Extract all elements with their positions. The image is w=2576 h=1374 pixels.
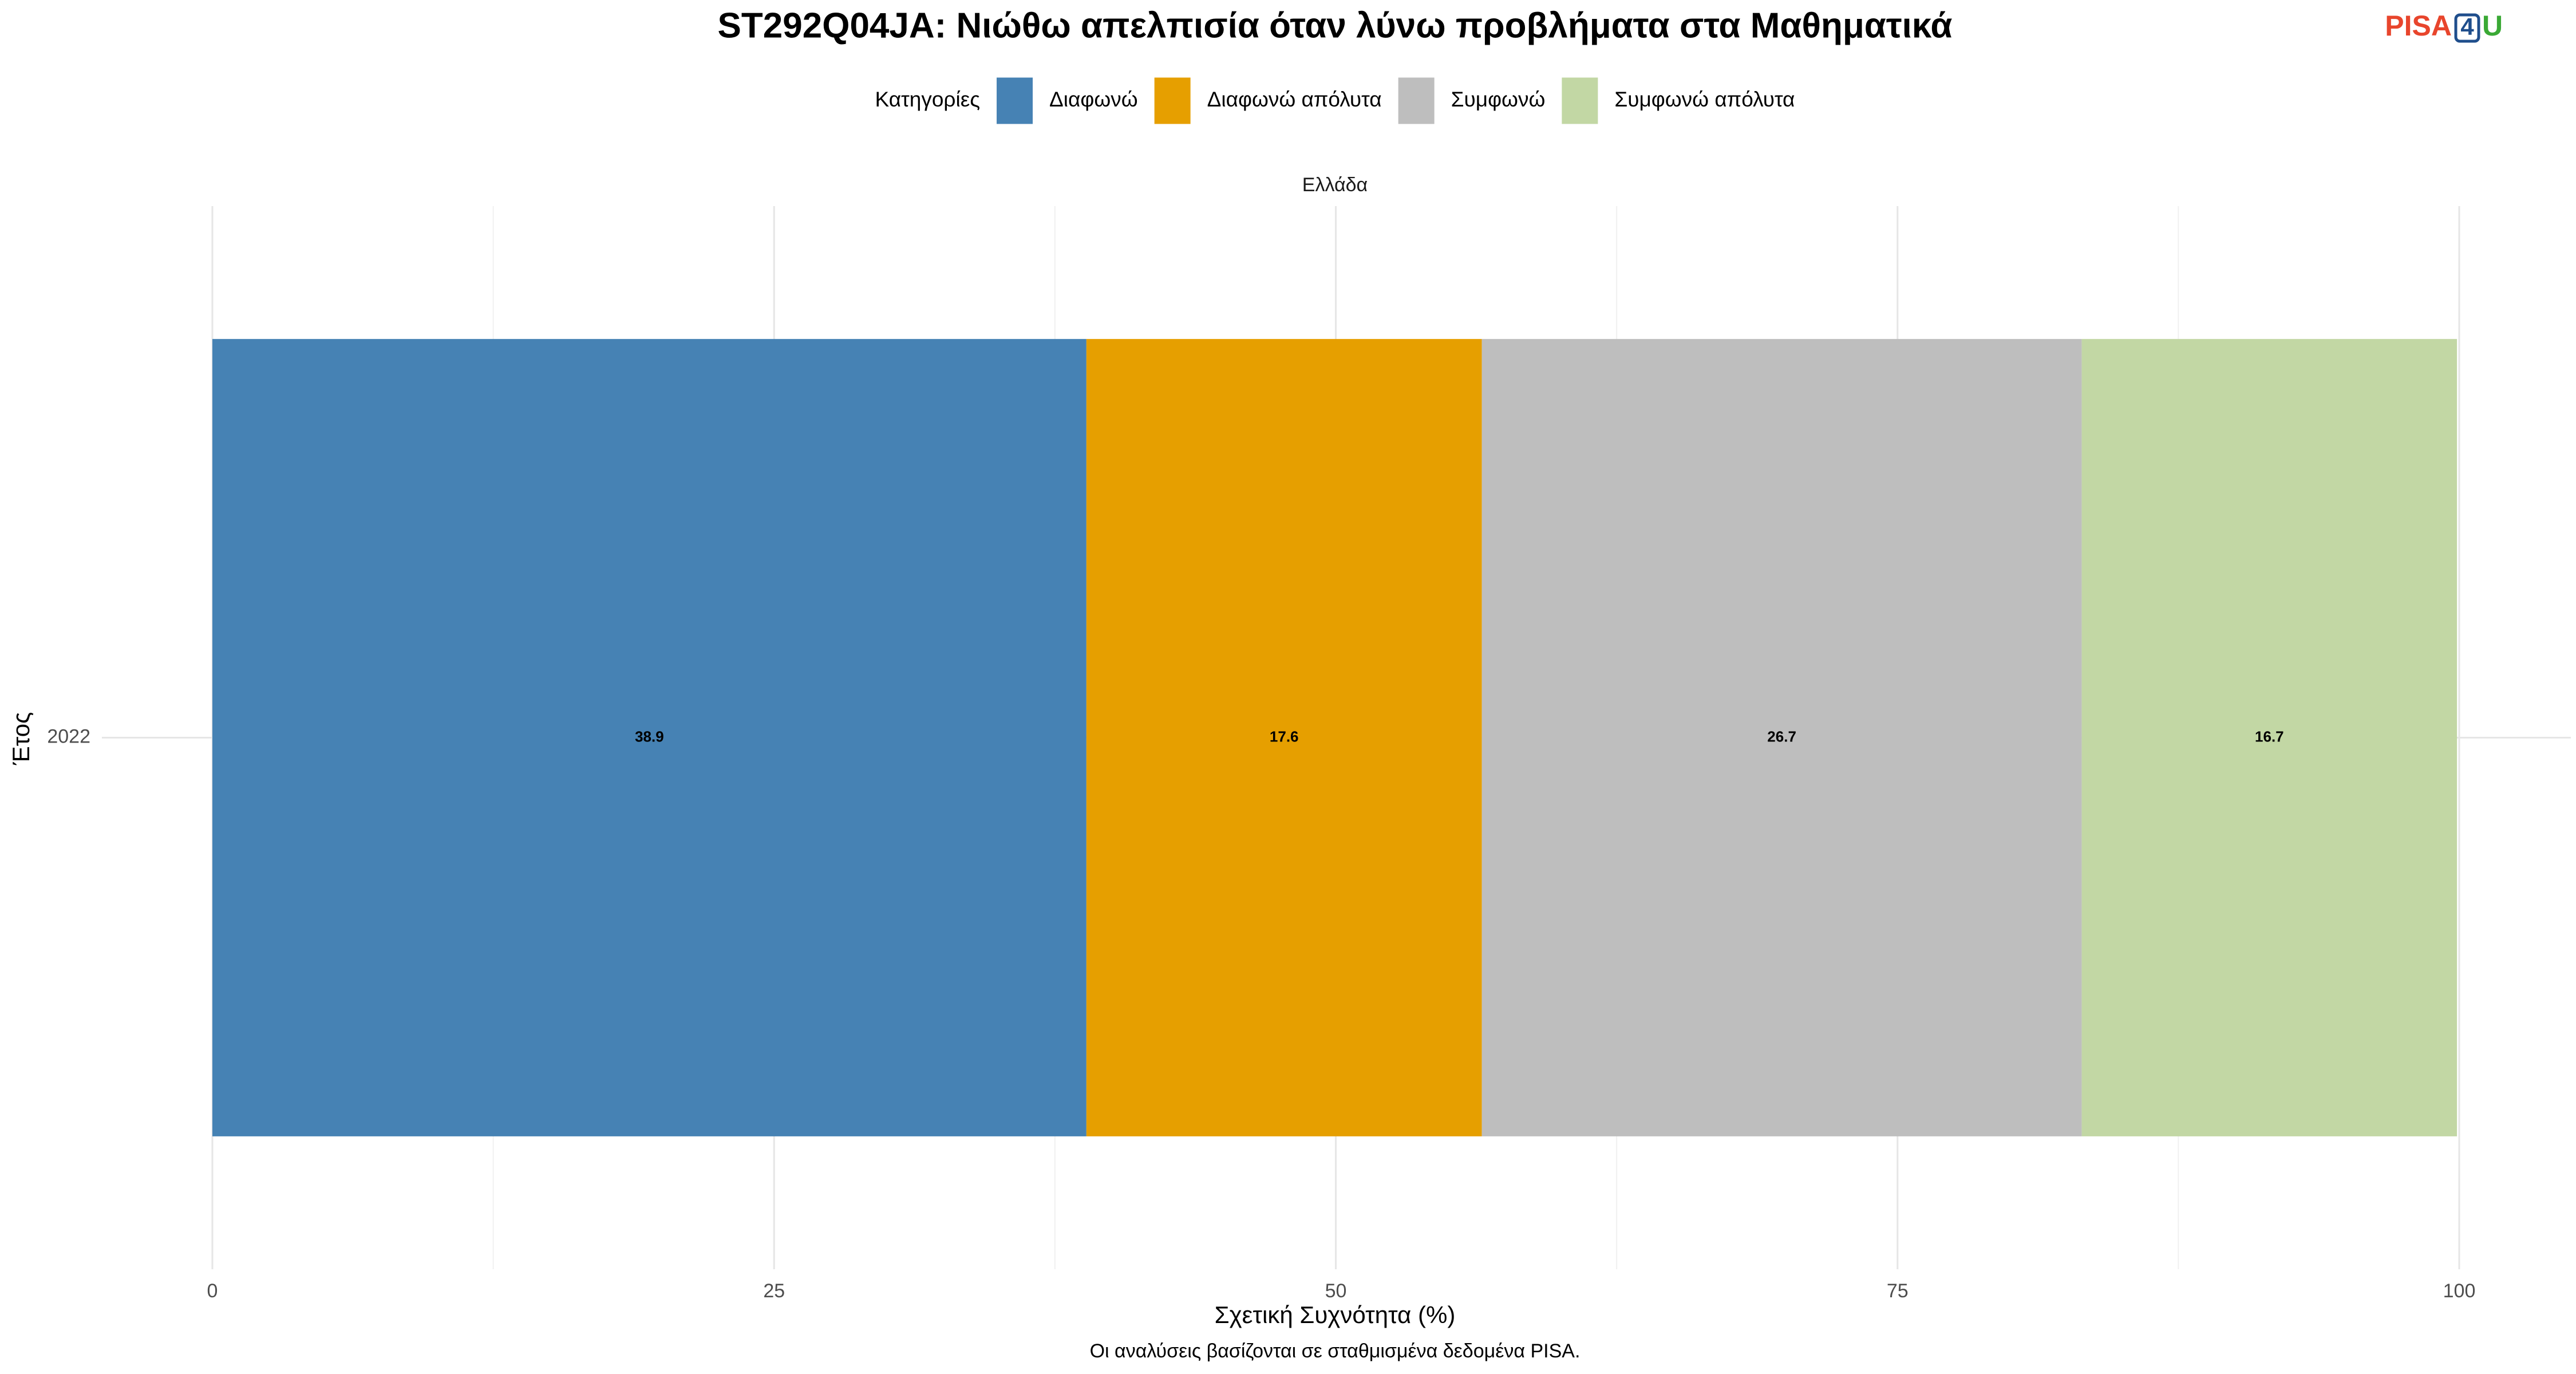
x-tick-label: 100: [2443, 1280, 2476, 1302]
legend-key: [997, 77, 1033, 124]
legend-key: [1398, 77, 1435, 124]
legend-key: [1154, 77, 1191, 124]
legend-label: Διαφωνώ απόλυτα: [1207, 88, 1382, 111]
caption: Οι αναλύσεις βασίζονται σε σταθμισμένα δ…: [1090, 1340, 1581, 1362]
logo-pisa: PISA: [2385, 10, 2452, 42]
bar-segment: [2081, 339, 2458, 1136]
legend-key: [1562, 77, 1598, 124]
data-label: 17.6: [1270, 728, 1299, 745]
legend-title: Κατηγορίες: [875, 88, 980, 111]
x-tick-label: 50: [1325, 1280, 1347, 1302]
data-label: 16.7: [2255, 728, 2284, 745]
x-tick-label: 75: [1887, 1280, 1909, 1302]
legend-label: Διαφωνώ: [1049, 88, 1138, 111]
logo: PISA 4 U: [2385, 10, 2503, 43]
facet-label: Ελλάδα: [1302, 174, 1368, 196]
y-tick-label: 2022: [47, 725, 90, 747]
bar-segment: [212, 339, 1086, 1136]
x-axis-title: Σχετική Συχνότητα (%): [1215, 1301, 1456, 1328]
data-label: 38.9: [635, 728, 664, 745]
logo-u: U: [2482, 10, 2503, 42]
chart-title: ST292Q04JA: Νιώθω απελπισία όταν λύνω πρ…: [718, 6, 1953, 45]
bar-segment: [1086, 339, 1482, 1136]
bar-segment: [1481, 339, 2082, 1136]
data-label: 26.7: [1767, 728, 1796, 745]
legend-label: Συμφωνώ: [1451, 88, 1546, 111]
logo-four: 4: [2460, 13, 2474, 40]
x-tick-label: 0: [207, 1280, 218, 1302]
x-tick-label: 25: [763, 1280, 785, 1302]
y-axis-title: Έτος: [7, 712, 34, 766]
legend: Κατηγορίες Διαφωνώ Διαφωνώ απόλυτα Συμφωνώ Σ…: [875, 77, 1795, 124]
plot: 0 25 50 75 100 2022 38.9 17.6 26.7 16.7: [47, 206, 2571, 1302]
logo-box: [2454, 13, 2480, 43]
legend-label: Συμφωνώ απόλυτα: [1614, 88, 1795, 111]
